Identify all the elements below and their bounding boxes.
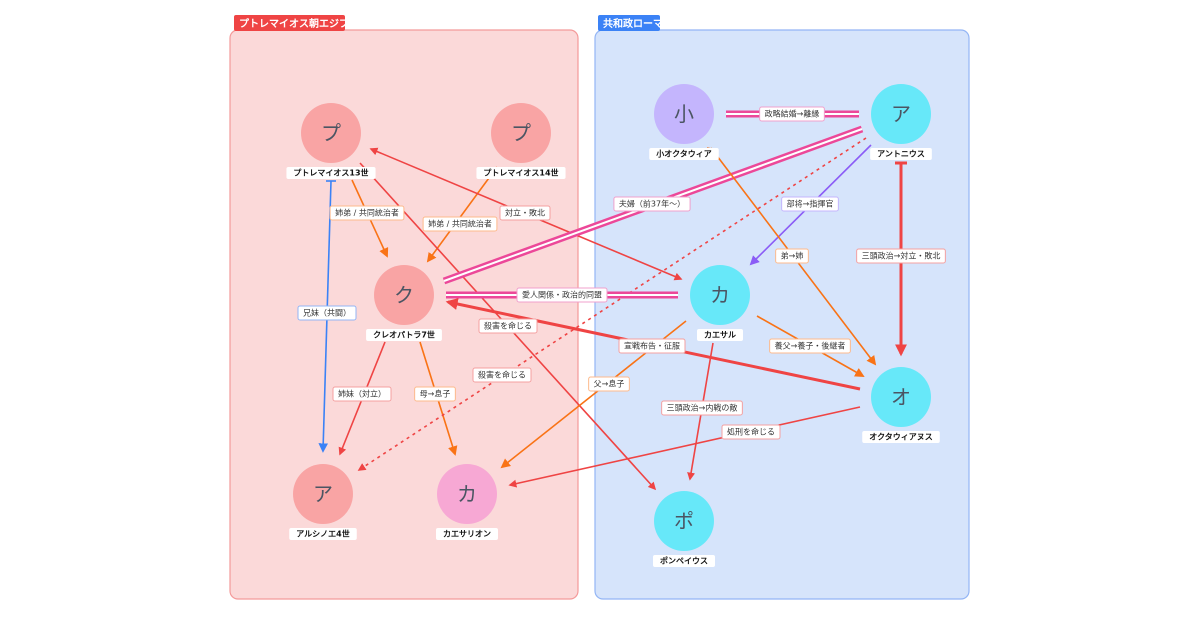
svg-text:対立・敗北: 対立・敗北 <box>505 208 545 218</box>
edge-line <box>508 406 861 488</box>
svg-text:三頭政治→対立・敗北: 三頭政治→対立・敗北 <box>862 251 941 261</box>
group-rome: 共和政ローマ <box>594 15 970 600</box>
svg-text:カエサル: カエサル <box>704 331 736 340</box>
svg-text:政略結婚→離縁: 政略結婚→離縁 <box>765 109 820 119</box>
svg-text:殺害を命じる: 殺害を命じる <box>478 370 526 380</box>
edge-label: 殺害を命じる <box>472 367 532 383</box>
edge-label: 対立・敗北 <box>499 205 551 221</box>
svg-text:姉妹（対立）: 姉妹（対立） <box>338 389 386 399</box>
svg-text:アルシノエ4世: アルシノエ4世 <box>296 529 350 539</box>
svg-text:クレオパトラ7世: クレオパトラ7世 <box>373 330 435 340</box>
svg-text:姉弟 / 共同統治者: 姉弟 / 共同統治者 <box>335 208 399 218</box>
edge-labels: 姉弟 / 共同統治者 姉弟 / 共同統治者 対立・敗北 殺害を命じる 兄妹（共闘… <box>297 106 946 440</box>
svg-text:愛人関係・政治的同盟: 愛人関係・政治的同盟 <box>522 290 602 300</box>
svg-text:姉弟 / 共同統治者: 姉弟 / 共同統治者 <box>428 219 492 229</box>
edge-label: 三頭政治→内戦の敵 <box>661 400 743 416</box>
svg-text:ポ: ポ <box>674 509 694 533</box>
svg-text:小オクタウィア: 小オクタウィア <box>655 149 712 159</box>
edge-label: 愛人関係・政治的同盟 <box>516 287 608 303</box>
edge-label: 姉弟 / 共同統治者 <box>329 205 405 221</box>
svg-text:ア: ア <box>313 482 333 506</box>
svg-text:カ: カ <box>710 283 730 307</box>
edge-label: 殺害を命じる <box>478 318 538 334</box>
svg-text:弟→姉: 弟→姉 <box>781 251 804 261</box>
svg-text:ア: ア <box>891 102 911 126</box>
svg-text:カ: カ <box>457 482 477 506</box>
svg-text:小: 小 <box>674 102 694 126</box>
svg-text:アントニウス: アントニウス <box>877 150 925 159</box>
svg-text:プトレマイオス13世: プトレマイオス13世 <box>293 168 368 178</box>
svg-text:プ: プ <box>511 121 531 145</box>
svg-text:宣戦布告・征服: 宣戦布告・征服 <box>624 341 680 351</box>
svg-text:オクタウィアヌス: オクタウィアヌス <box>869 432 933 442</box>
edge-label: 処刑を命じる <box>721 424 781 440</box>
edge-label: 姉弟 / 共同統治者 <box>422 216 498 232</box>
edge-label: 夫婦（前37年〜） <box>613 196 691 212</box>
svg-text:ク: ク <box>394 283 414 307</box>
edge-label: 政略結婚→離縁 <box>759 106 825 122</box>
edge-label: 部将→指揮官 <box>781 196 839 212</box>
edge-line-dotted <box>357 137 867 471</box>
edge-label: 三頭政治→対立・敗北 <box>856 248 946 264</box>
edge-label: 弟→姉 <box>775 248 809 264</box>
edge-label: 姉妹（対立） <box>332 386 392 402</box>
group-rome-label: 共和政ローマ <box>603 17 663 30</box>
svg-text:プ: プ <box>321 121 341 145</box>
edge-label: 宣戦布告・征服 <box>618 338 686 354</box>
svg-text:三頭政治→内戦の敵: 三頭政治→内戦の敵 <box>667 403 738 413</box>
edge-label: 養父→養子・後継者 <box>769 338 851 354</box>
edge-label: 兄妹（共闘） <box>297 305 357 321</box>
svg-text:部将→指揮官: 部将→指揮官 <box>787 199 834 209</box>
svg-text:プトレマイオス14世: プトレマイオス14世 <box>483 168 558 178</box>
group-egypt-label: プトレマイオス朝エジプト <box>239 17 359 30</box>
svg-text:カエサリオン: カエサリオン <box>443 530 491 539</box>
edge-label: 母→息子 <box>414 386 456 402</box>
svg-text:殺害を命じる: 殺害を命じる <box>484 321 532 331</box>
svg-text:養父→養子・後継者: 養父→養子・後継者 <box>775 341 846 351</box>
svg-text:兄妹（共闘）: 兄妹（共闘） <box>303 308 351 318</box>
svg-text:処刑を命じる: 処刑を命じる <box>727 427 775 437</box>
edge-label: 父→息子 <box>588 376 630 392</box>
svg-text:父→息子: 父→息子 <box>594 379 625 389</box>
svg-text:オ: オ <box>891 385 911 409</box>
svg-text:母→息子: 母→息子 <box>420 389 451 399</box>
svg-text:ポンペイウス: ポンペイウス <box>660 556 708 566</box>
svg-text:夫婦（前37年〜）: 夫婦（前37年〜） <box>619 199 685 209</box>
